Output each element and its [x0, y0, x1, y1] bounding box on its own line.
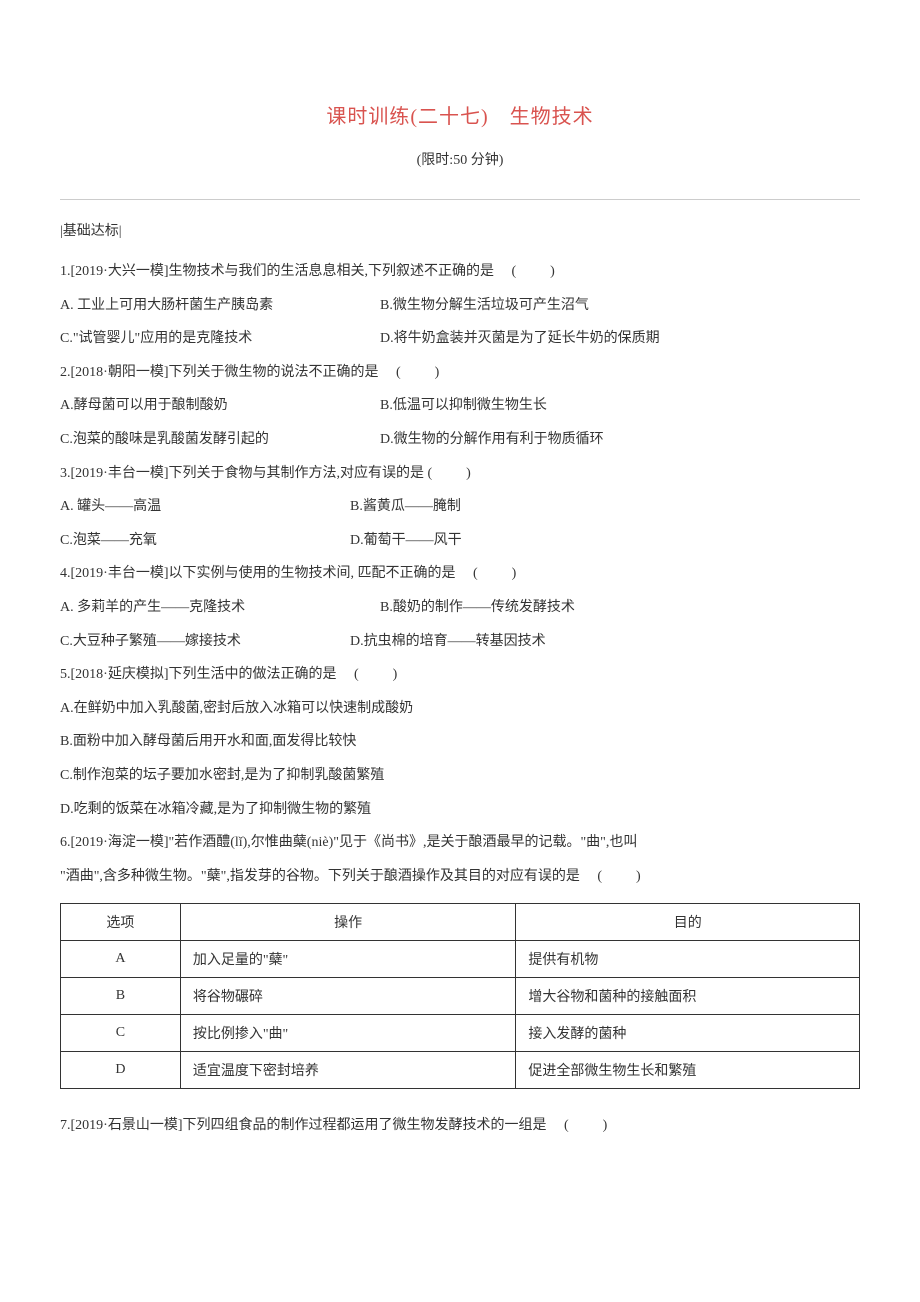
table-header: 操作: [180, 904, 516, 941]
table-row: C 按比例掺入"曲" 接入发酵的菌种: [61, 1015, 860, 1052]
table-header-row: 选项 操作 目的: [61, 904, 860, 941]
option-b: B.酸奶的制作——传统发酵技术: [380, 591, 575, 625]
question-6-line2: "酒曲",含多种微生物。"蘖",指发芽的谷物。下列关于酿酒操作及其目的对应有误的…: [60, 860, 860, 894]
option-b: B.酱黄瓜——腌制: [350, 490, 461, 524]
table-row: D 适宜温度下密封培养 促进全部微生物生长和繁殖: [61, 1052, 860, 1089]
table-header: 目的: [516, 904, 860, 941]
table-header: 选项: [61, 904, 181, 941]
question-6-line1: 6.[2019·海淀一模]"若作酒醴(lǐ),尔惟曲蘖(niè)"见于《尚书》,…: [60, 826, 860, 860]
option-c: C.泡菜的酸味是乳酸菌发酵引起的: [60, 423, 380, 457]
table-cell: C: [61, 1015, 181, 1052]
options-row: C."试管婴儿"应用的是克隆技术 D.将牛奶盒装并灭菌是为了延长牛奶的保质期: [60, 322, 860, 356]
table-cell: 促进全部微生物生长和繁殖: [516, 1052, 860, 1089]
option-b: B.低温可以抑制微生物生长: [380, 389, 547, 423]
answer-blank: ( ): [354, 667, 399, 682]
option-d: D.抗虫棉的培育——转基因技术: [350, 625, 546, 659]
question-3: 3.[2019·丰台一模]下列关于食物与其制作方法,对应有误的是 ( ): [60, 457, 860, 491]
option-a: A. 工业上可用大肠杆菌生产胰岛素: [60, 289, 380, 323]
table-cell: 适宜温度下密封培养: [180, 1052, 516, 1089]
options-row: A. 工业上可用大肠杆菌生产胰岛素 B.微生物分解生活垃圾可产生沼气: [60, 289, 860, 323]
page-container: 课时训练(二十七) 生物技术 (限时:50 分钟) |基础达标| 1.[2019…: [0, 0, 920, 1193]
option-c: C.泡菜——充氧: [60, 524, 350, 558]
option-d: D.将牛奶盒装并灭菌是为了延长牛奶的保质期: [380, 322, 660, 356]
options-row: A. 多莉羊的产生——克隆技术 B.酸奶的制作——传统发酵技术: [60, 591, 860, 625]
table-row: B 将谷物碾碎 增大谷物和菌种的接触面积: [61, 978, 860, 1015]
table-cell: 将谷物碾碎: [180, 978, 516, 1015]
option-a: A.酵母菌可以用于酿制酸奶: [60, 389, 380, 423]
question-4: 4.[2019·丰台一模]以下实例与使用的生物技术间, 匹配不正确的是 ( ): [60, 557, 860, 591]
horizontal-divider: [60, 199, 860, 200]
answer-blank: ( ): [473, 566, 518, 581]
question-stem: "酒曲",含多种微生物。"蘖",指发芽的谷物。下列关于酿酒操作及其目的对应有误的…: [60, 869, 594, 884]
document-subtitle: (限时:50 分钟): [60, 149, 860, 169]
table-cell: 提供有机物: [516, 941, 860, 978]
answer-blank: ( ): [564, 1118, 609, 1133]
table-row: A 加入足量的"蘖" 提供有机物: [61, 941, 860, 978]
question-stem: 1.[2019·大兴一模]生物技术与我们的生活息息相关,下列叙述不正确的是: [60, 264, 508, 279]
option-b: B.微生物分解生活垃圾可产生沼气: [380, 289, 589, 323]
table-cell: A: [61, 941, 181, 978]
section-label: |基础达标|: [60, 220, 860, 240]
options-row: C.泡菜——充氧 D.葡萄干——风干: [60, 524, 860, 558]
question-5: 5.[2018·延庆模拟]下列生活中的做法正确的是 ( ): [60, 658, 860, 692]
options-row: A.酵母菌可以用于酿制酸奶 B.低温可以抑制微生物生长: [60, 389, 860, 423]
answer-blank: ( ): [428, 466, 473, 481]
question-stem: 3.[2019·丰台一模]下列关于食物与其制作方法,对应有误的是: [60, 466, 424, 481]
table-cell: 加入足量的"蘖": [180, 941, 516, 978]
question-stem: 4.[2019·丰台一模]以下实例与使用的生物技术间, 匹配不正确的是: [60, 566, 470, 581]
question-stem: 5.[2018·延庆模拟]下列生活中的做法正确的是: [60, 667, 351, 682]
table-cell: B: [61, 978, 181, 1015]
option-a: A. 罐头——高温: [60, 490, 350, 524]
question-2: 2.[2018·朝阳一模]下列关于微生物的说法不正确的是 ( ): [60, 356, 860, 390]
option-c: C.大豆种子繁殖——嫁接技术: [60, 625, 350, 659]
table-cell: D: [61, 1052, 181, 1089]
question-7: 7.[2019·石景山一模]下列四组食品的制作过程都运用了微生物发酵技术的一组是…: [60, 1109, 860, 1143]
options-row: C.泡菜的酸味是乳酸菌发酵引起的 D.微生物的分解作用有利于物质循环: [60, 423, 860, 457]
question-stem: 7.[2019·石景山一模]下列四组食品的制作过程都运用了微生物发酵技术的一组是: [60, 1118, 560, 1133]
answer-blank: ( ): [512, 264, 557, 279]
table-cell: 按比例掺入"曲": [180, 1015, 516, 1052]
table-cell: 接入发酵的菌种: [516, 1015, 860, 1052]
options-row: A. 罐头——高温 B.酱黄瓜——腌制: [60, 490, 860, 524]
table-cell: 增大谷物和菌种的接触面积: [516, 978, 860, 1015]
question-stem: 2.[2018·朝阳一模]下列关于微生物的说法不正确的是: [60, 365, 393, 380]
question-1: 1.[2019·大兴一模]生物技术与我们的生活息息相关,下列叙述不正确的是 ( …: [60, 255, 860, 289]
option-a: A. 多莉羊的产生——克隆技术: [60, 591, 380, 625]
answer-blank: ( ): [597, 869, 642, 884]
option-a: A.在鲜奶中加入乳酸菌,密封后放入冰箱可以快速制成酸奶: [60, 692, 860, 726]
option-c: C."试管婴儿"应用的是克隆技术: [60, 322, 380, 356]
option-c: C.制作泡菜的坛子要加水密封,是为了抑制乳酸菌繁殖: [60, 759, 860, 793]
option-d: D.葡萄干——风干: [350, 524, 462, 558]
options-row: C.大豆种子繁殖——嫁接技术 D.抗虫棉的培育——转基因技术: [60, 625, 860, 659]
option-b: B.面粉中加入酵母菌后用开水和面,面发得比较快: [60, 725, 860, 759]
option-d: D.微生物的分解作用有利于物质循环: [380, 423, 604, 457]
answer-blank: ( ): [396, 365, 441, 380]
question-6-table: 选项 操作 目的 A 加入足量的"蘖" 提供有机物 B 将谷物碾碎 增大谷物和菌…: [60, 903, 860, 1089]
option-d: D.吃剩的饭菜在冰箱冷藏,是为了抑制微生物的繁殖: [60, 793, 860, 827]
document-title: 课时训练(二十七) 生物技术: [60, 100, 860, 129]
